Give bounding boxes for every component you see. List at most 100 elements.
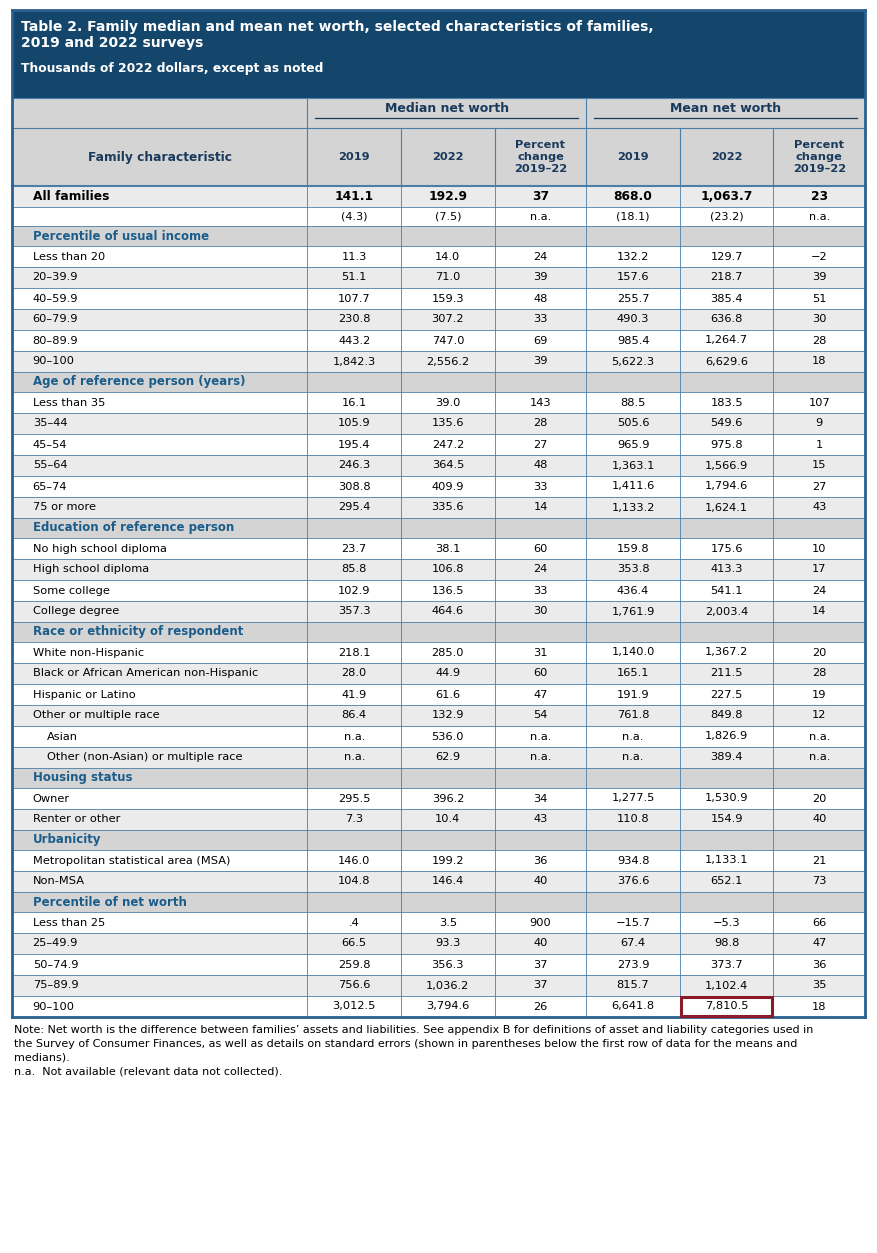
Text: 3,012.5: 3,012.5 bbox=[332, 1001, 376, 1011]
Bar bbox=[12, 517, 865, 538]
Text: 5,622.3: 5,622.3 bbox=[611, 357, 654, 366]
Text: 18: 18 bbox=[812, 357, 826, 366]
Bar bbox=[12, 476, 865, 497]
Text: 20: 20 bbox=[812, 793, 826, 803]
Text: 16.1: 16.1 bbox=[342, 397, 367, 407]
Text: n.a.: n.a. bbox=[530, 212, 551, 222]
Text: 34: 34 bbox=[533, 793, 547, 803]
Text: −15.7: −15.7 bbox=[616, 917, 651, 927]
Bar bbox=[12, 954, 865, 975]
Text: 183.5: 183.5 bbox=[710, 397, 743, 407]
Text: 15: 15 bbox=[812, 461, 826, 470]
Text: 90–100: 90–100 bbox=[32, 357, 75, 366]
Text: Some college: Some college bbox=[32, 585, 110, 595]
Text: 67.4: 67.4 bbox=[620, 938, 645, 949]
Text: 307.2: 307.2 bbox=[431, 315, 464, 325]
Text: 335.6: 335.6 bbox=[431, 502, 464, 512]
Text: 285.0: 285.0 bbox=[431, 648, 464, 658]
Bar bbox=[12, 497, 865, 517]
Text: 1: 1 bbox=[816, 440, 823, 450]
Bar bbox=[12, 996, 865, 1017]
Text: 636.8: 636.8 bbox=[710, 315, 743, 325]
Bar bbox=[681, 997, 773, 1016]
Text: 157.6: 157.6 bbox=[617, 272, 649, 282]
Text: 154.9: 154.9 bbox=[710, 814, 743, 824]
Text: 255.7: 255.7 bbox=[617, 293, 649, 303]
Text: Less than 20: Less than 20 bbox=[32, 252, 105, 262]
Text: 2,556.2: 2,556.2 bbox=[426, 357, 469, 366]
Text: 1,367.2: 1,367.2 bbox=[705, 648, 748, 658]
Text: 40: 40 bbox=[533, 877, 547, 887]
Text: 413.3: 413.3 bbox=[710, 565, 743, 574]
Text: 747.0: 747.0 bbox=[431, 336, 464, 346]
Text: medians).: medians). bbox=[14, 1053, 70, 1063]
Text: 2022: 2022 bbox=[432, 152, 464, 162]
Bar bbox=[12, 413, 865, 434]
Text: 71.0: 71.0 bbox=[435, 272, 460, 282]
Text: 1,530.9: 1,530.9 bbox=[705, 793, 748, 803]
Bar bbox=[12, 559, 865, 580]
Text: 28: 28 bbox=[533, 419, 547, 429]
Text: Other or multiple race: Other or multiple race bbox=[32, 710, 160, 720]
Text: 18: 18 bbox=[812, 1001, 826, 1011]
Text: 409.9: 409.9 bbox=[431, 481, 464, 491]
Text: 1,102.4: 1,102.4 bbox=[705, 981, 748, 991]
Text: 69: 69 bbox=[533, 336, 547, 346]
Text: n.a.: n.a. bbox=[809, 753, 830, 763]
Bar bbox=[12, 10, 865, 98]
Bar bbox=[12, 809, 865, 829]
Text: 24: 24 bbox=[533, 565, 547, 574]
Text: 37: 37 bbox=[533, 981, 548, 991]
Text: 490.3: 490.3 bbox=[617, 315, 649, 325]
Text: 136.5: 136.5 bbox=[431, 585, 464, 595]
Text: n.a.: n.a. bbox=[344, 732, 365, 742]
Text: 815.7: 815.7 bbox=[617, 981, 649, 991]
Text: 165.1: 165.1 bbox=[617, 669, 649, 679]
Text: n.a.: n.a. bbox=[809, 212, 830, 222]
Text: Family characteristic: Family characteristic bbox=[88, 150, 232, 163]
Text: All families: All families bbox=[32, 190, 109, 203]
Text: 12: 12 bbox=[812, 710, 826, 720]
Bar bbox=[12, 538, 865, 559]
Bar bbox=[12, 392, 865, 413]
Text: 35–44: 35–44 bbox=[32, 419, 68, 429]
Text: −2: −2 bbox=[811, 252, 828, 262]
Text: 2,003.4: 2,003.4 bbox=[705, 606, 748, 616]
Text: 47: 47 bbox=[533, 689, 547, 699]
Text: 1,133.1: 1,133.1 bbox=[705, 856, 748, 866]
Text: 756.6: 756.6 bbox=[339, 981, 370, 991]
Text: 175.6: 175.6 bbox=[710, 544, 743, 554]
Text: 373.7: 373.7 bbox=[710, 960, 743, 970]
Text: 66.5: 66.5 bbox=[342, 938, 367, 949]
Text: 227.5: 227.5 bbox=[710, 689, 743, 699]
Bar bbox=[12, 246, 865, 267]
Text: 159.8: 159.8 bbox=[617, 544, 649, 554]
Text: 146.0: 146.0 bbox=[339, 856, 370, 866]
Text: 385.4: 385.4 bbox=[710, 293, 743, 303]
Text: 61.6: 61.6 bbox=[435, 689, 460, 699]
Bar bbox=[12, 601, 865, 621]
Text: 146.4: 146.4 bbox=[431, 877, 464, 887]
Text: 1,842.3: 1,842.3 bbox=[332, 357, 376, 366]
Text: 2019: 2019 bbox=[617, 152, 649, 162]
Bar bbox=[12, 912, 865, 933]
Text: 80–89.9: 80–89.9 bbox=[32, 336, 78, 346]
Text: 199.2: 199.2 bbox=[431, 856, 464, 866]
Bar bbox=[12, 975, 865, 996]
Text: 1,133.2: 1,133.2 bbox=[611, 502, 655, 512]
Text: 230.8: 230.8 bbox=[338, 315, 371, 325]
Text: 849.8: 849.8 bbox=[710, 710, 743, 720]
Text: 159.3: 159.3 bbox=[431, 293, 464, 303]
Text: Note: Net worth is the difference between families’ assets and liabilities. See : Note: Net worth is the difference betwee… bbox=[14, 1025, 813, 1035]
Text: 62.9: 62.9 bbox=[435, 753, 460, 763]
Text: 965.9: 965.9 bbox=[617, 440, 649, 450]
Text: 536.0: 536.0 bbox=[431, 732, 464, 742]
Text: Other (non-Asian) or multiple race: Other (non-Asian) or multiple race bbox=[46, 753, 242, 763]
Text: 7.3: 7.3 bbox=[346, 814, 363, 824]
Text: 39: 39 bbox=[812, 272, 826, 282]
Text: 549.6: 549.6 bbox=[710, 419, 743, 429]
Text: Black or African American non-Hispanic: Black or African American non-Hispanic bbox=[32, 669, 258, 679]
Bar bbox=[12, 768, 865, 788]
Text: 143: 143 bbox=[530, 397, 552, 407]
Text: 43: 43 bbox=[812, 502, 826, 512]
